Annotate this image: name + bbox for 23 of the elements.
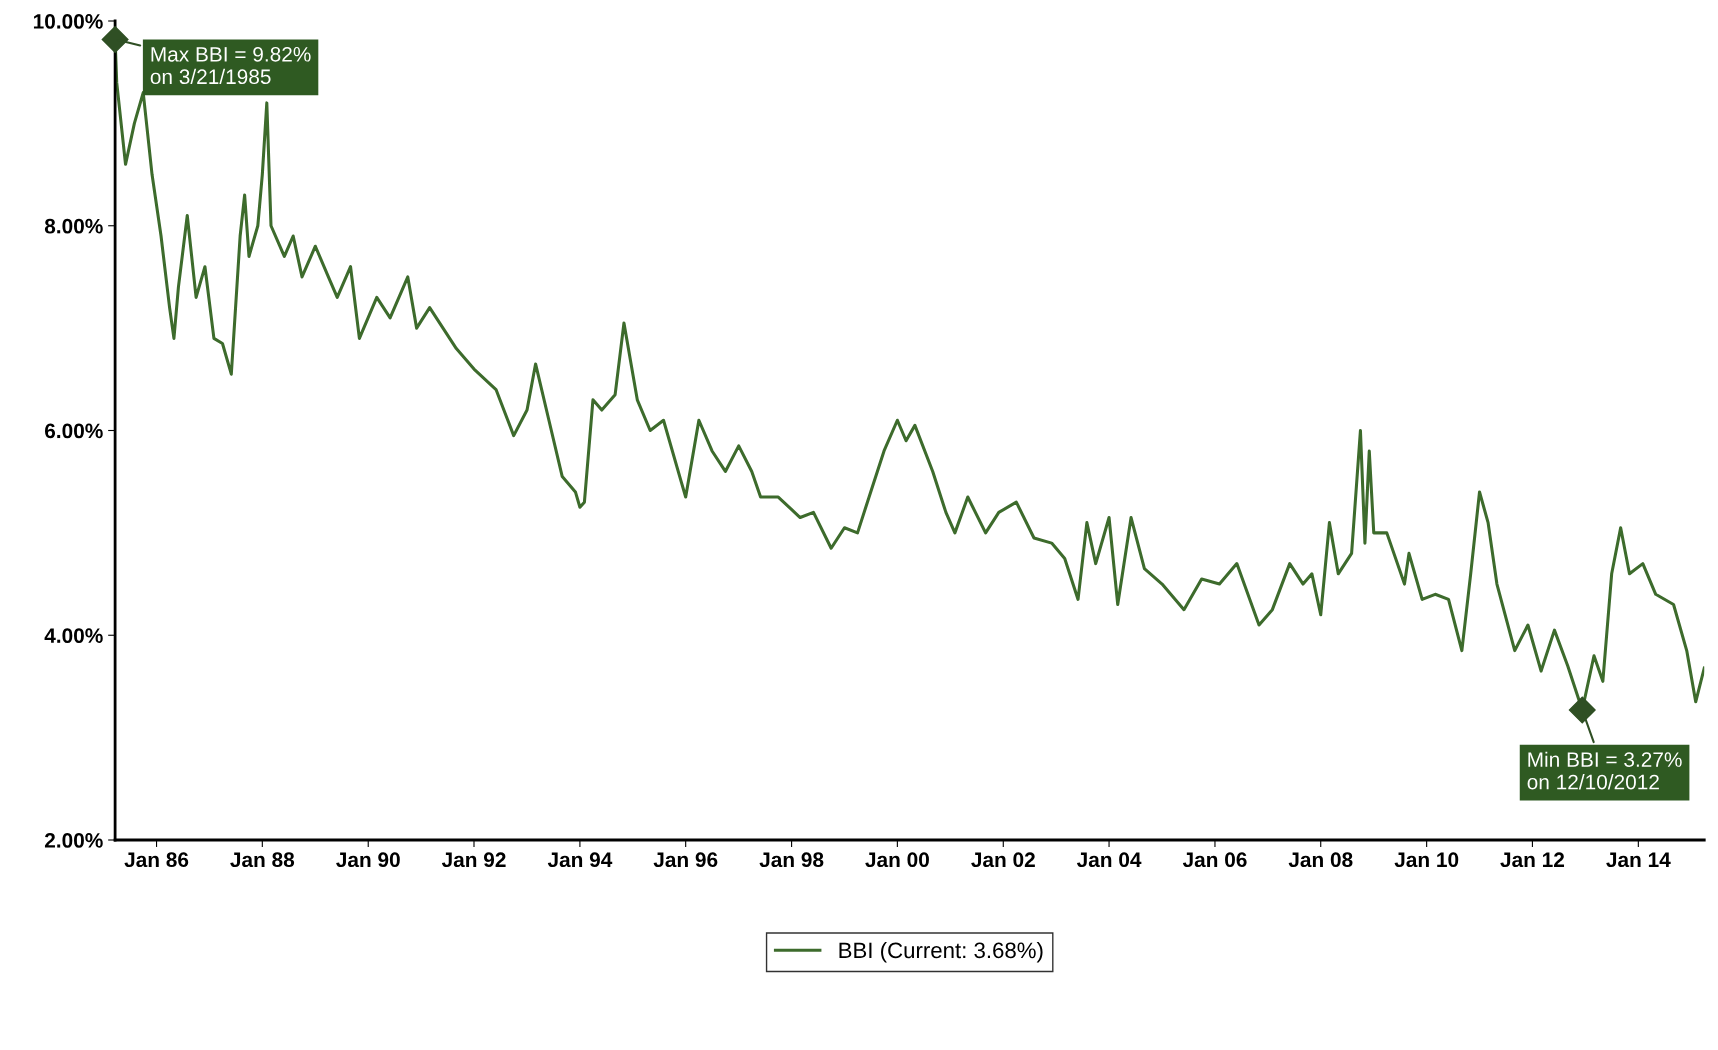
y-tick-label: 8.00% [44, 218, 103, 234]
x-tick-label: Jan 00 [865, 852, 929, 868]
x-tick-label: Jan 12 [1500, 852, 1565, 868]
y-tick-label: 10.00% [33, 14, 103, 29]
x-tick-label: Jan 96 [653, 852, 718, 868]
annotation: Max BBI = 9.82% on 3/21/1985 [150, 46, 311, 85]
x-tick-label: Jan 94 [547, 852, 613, 868]
x-tick-label: Jan 88 [230, 852, 295, 868]
x-tick-label: Jan 14 [1606, 852, 1671, 868]
x-tick-label: Jan 86 [124, 852, 189, 868]
x-tick-label: Jan 10 [1394, 852, 1459, 868]
x-tick-label: Jan 90 [336, 852, 400, 868]
x-tick-label: Jan 02 [971, 852, 1035, 868]
y-tick-label: 2.00% [44, 833, 103, 848]
x-tick-label: Jan 04 [1076, 852, 1142, 868]
x-tick-label: Jan 92 [441, 852, 506, 868]
x-tick-label: Jan 06 [1182, 852, 1247, 868]
annotation: Min BBI = 3.27% on 12/10/2012 [1527, 751, 1682, 790]
x-tick-label: Jan 98 [759, 852, 824, 868]
x-tick-label: Jan 08 [1288, 852, 1353, 868]
y-tick-label: 6.00% [44, 423, 103, 439]
legend-label: BBI (Current: 3.68%) [839, 941, 1043, 963]
y-tick-label: 4.00% [44, 628, 103, 643]
